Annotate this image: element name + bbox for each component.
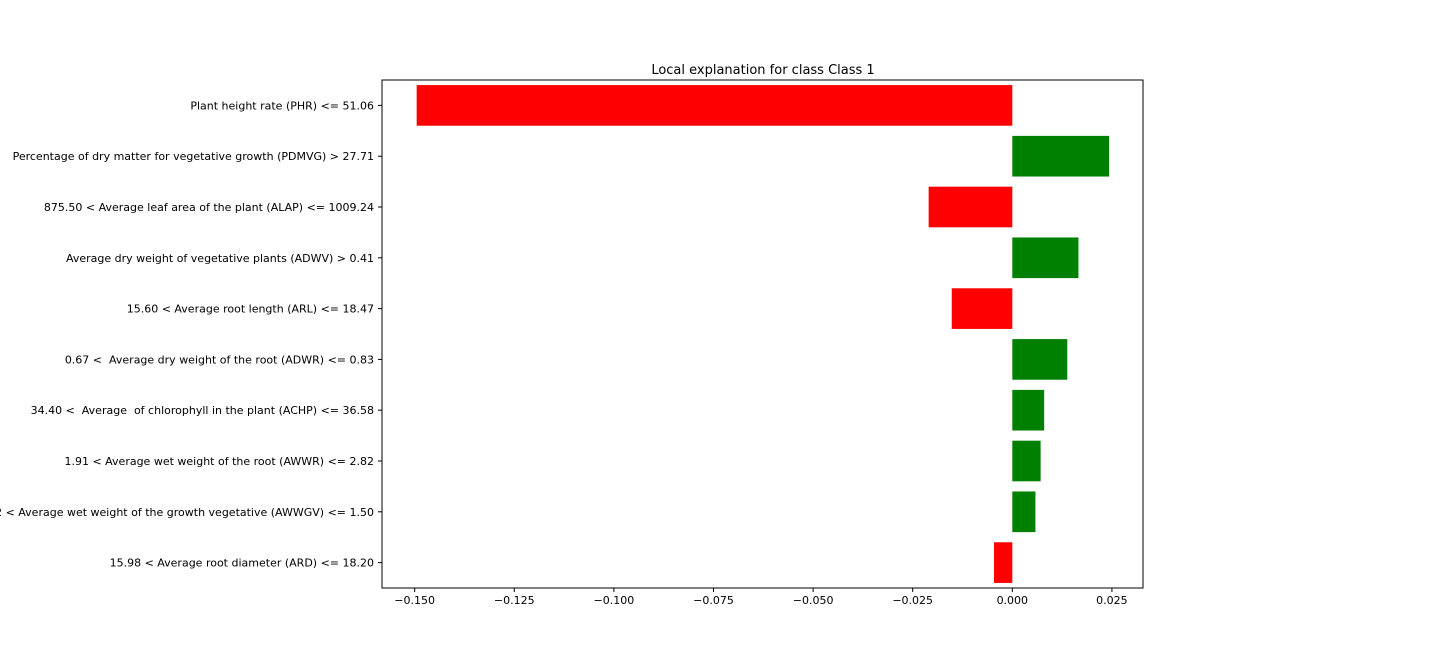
plot-area bbox=[381, 79, 1144, 589]
y-tick-label: 15.60 < Average root length (ARL) <= 18.… bbox=[127, 303, 374, 316]
y-tick-label: 1.91 < Average wet weight of the root (A… bbox=[64, 455, 374, 468]
x-tick-label: −0.150 bbox=[394, 594, 435, 607]
bar bbox=[1012, 339, 1068, 380]
x-tick-label: −0.125 bbox=[494, 594, 535, 607]
y-tick-label: Plant height rate (PHR) <= 51.06 bbox=[190, 99, 374, 112]
bar bbox=[1012, 389, 1045, 431]
y-axis-labels: Plant height rate (PHR) <= 51.06 Percenta… bbox=[0, 99, 382, 570]
y-tick-label: Percentage of dry matter for vegetative … bbox=[13, 150, 374, 163]
y-tick-label: 1.22 < Average wet weight of the growth … bbox=[0, 506, 374, 519]
x-axis: −0.150 −0.125 −0.100 −0.075 −0.050 −0.025 0.00… bbox=[394, 588, 1128, 607]
bar bbox=[951, 288, 1013, 329]
bar bbox=[1012, 491, 1036, 533]
x-tick-label: −0.075 bbox=[693, 594, 734, 607]
bar bbox=[416, 85, 1013, 126]
x-tick-label: −0.100 bbox=[594, 594, 635, 607]
chart-title: Local explanation for class Class 1 bbox=[651, 63, 874, 78]
bar bbox=[1012, 440, 1041, 482]
y-tick-label: 0.67 < Average dry weight of the root (A… bbox=[65, 353, 374, 366]
x-tick-label: −0.050 bbox=[793, 594, 834, 607]
bar bbox=[1012, 135, 1110, 177]
plot-frame bbox=[381, 79, 1144, 589]
x-tick-label: 0.000 bbox=[997, 594, 1029, 607]
y-tick-label: 15.98 < Average root diameter (ARD) <= 1… bbox=[110, 557, 374, 570]
bar bbox=[993, 542, 1013, 583]
x-tick-label: −0.025 bbox=[892, 594, 933, 607]
y-tick-label: Average dry weight of vegetative plants … bbox=[66, 252, 374, 265]
y-tick-label: 34.40 < Average of chlorophyll in the pl… bbox=[31, 404, 374, 417]
y-tick-label: 875.50 < Average leaf area of the plant … bbox=[44, 201, 374, 214]
bars bbox=[416, 85, 1110, 583]
bar bbox=[1012, 237, 1079, 279]
bar bbox=[928, 186, 1013, 228]
x-tick-label: 0.025 bbox=[1096, 594, 1128, 607]
